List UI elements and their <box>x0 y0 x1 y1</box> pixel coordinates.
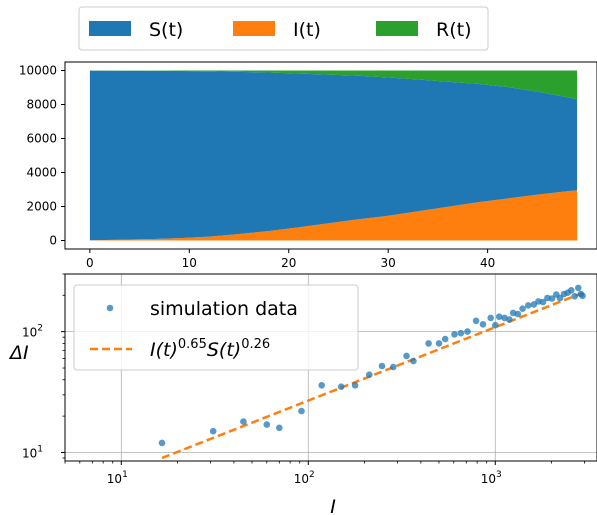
scatter-point <box>451 331 458 338</box>
bottom-y-axis: 101 102 <box>22 273 65 460</box>
scatter-point <box>472 317 480 325</box>
scatter-point <box>568 287 575 294</box>
top-plot-frame <box>64 61 597 250</box>
loglog-scatter-chart: 101 102 103 101 102 I ΔI simulation data I(… <box>8 273 597 515</box>
scatter-point <box>425 340 432 347</box>
legend-marker-simulation <box>106 304 114 312</box>
scatter-point <box>487 314 495 322</box>
scatter-points-group <box>158 284 586 447</box>
scatter-point <box>464 328 471 335</box>
y-tick-label: 8000 <box>26 98 57 112</box>
legend-swatch-s <box>89 21 131 36</box>
stacked-area-chart: 0 10 20 30 40 0 2000 4000 6000 8000 10000 <box>19 61 597 270</box>
scatter-point <box>495 313 503 321</box>
scatter-point <box>318 382 326 389</box>
scatter-point <box>441 335 449 343</box>
scatter-point <box>519 305 526 313</box>
scatter-point <box>514 310 522 318</box>
area-st <box>89 70 578 241</box>
y-tick-label: 102 <box>22 324 43 340</box>
scatter-point <box>337 383 345 391</box>
top-legend: S(t) I(t) R(t) <box>78 6 489 51</box>
top-x-axis: 0 10 20 30 40 <box>86 249 495 270</box>
y-tick-label: 101 <box>22 444 43 460</box>
x-tick-label: 40 <box>480 256 495 270</box>
scatter-point <box>579 292 586 300</box>
scatter-point <box>366 371 373 379</box>
x-tick-label: 101 <box>107 470 128 486</box>
scatter-point <box>539 298 547 306</box>
x-tick-label: 10 <box>182 256 197 270</box>
x-tick-label: 0 <box>86 256 94 270</box>
x-axis-label: I <box>330 496 336 515</box>
scatter-point <box>457 329 465 337</box>
scatter-point <box>240 418 247 425</box>
bottom-x-axis: 101 102 103 <box>64 461 585 486</box>
scatter-point <box>571 293 578 300</box>
scatter-point <box>403 352 410 360</box>
scatter-point <box>263 421 271 428</box>
x-tick-label: 20 <box>281 256 296 270</box>
x-tick-label: 102 <box>294 470 315 486</box>
scatter-point <box>548 295 556 302</box>
scatter-point <box>435 340 443 347</box>
bottom-legend: simulation data I(t)0.65S(t)0.26 <box>73 284 359 371</box>
fit-line-group <box>161 291 584 460</box>
legend-label-r: R(t) <box>436 19 471 41</box>
legend-label-i: I(t) <box>293 19 321 41</box>
scatter-point <box>298 407 305 415</box>
legend-swatch-r <box>376 21 418 36</box>
legend-label-s: S(t) <box>149 19 183 41</box>
y-tick-label: 10000 <box>19 64 57 78</box>
scatter-point <box>158 439 166 447</box>
scatter-point <box>410 357 417 365</box>
y-tick-label: 4000 <box>26 166 57 180</box>
legend-swatch-i <box>233 21 275 36</box>
scatter-point <box>276 424 283 432</box>
scatter-point <box>506 316 513 323</box>
scatter-point <box>390 363 397 371</box>
y-tick-label: 6000 <box>26 132 57 146</box>
y-axis-label: ΔI <box>8 342 29 364</box>
top-y-axis: 0 2000 4000 6000 8000 10000 <box>19 64 65 248</box>
legend-label-fit: I(t)0.65S(t)0.26 <box>150 337 270 361</box>
legend-label-simulation: simulation data <box>150 298 298 320</box>
scatter-point <box>524 302 532 309</box>
scatter-point <box>351 382 359 389</box>
scatter-point <box>209 427 217 435</box>
scatter-point <box>575 284 582 292</box>
scatter-point <box>556 294 564 302</box>
area-it <box>89 190 578 241</box>
y-tick-label: 2000 <box>26 200 57 214</box>
scatter-point <box>378 362 386 370</box>
scatter-point <box>492 321 499 329</box>
y-tick-label: 0 <box>49 234 57 248</box>
scatter-point <box>479 321 487 328</box>
fit-line <box>161 291 584 460</box>
x-tick-label: 30 <box>381 256 396 270</box>
x-tick-label: 103 <box>481 470 502 486</box>
bottom-plot-frame <box>64 273 597 462</box>
area-series-group <box>89 70 578 241</box>
area-rt <box>89 70 578 100</box>
